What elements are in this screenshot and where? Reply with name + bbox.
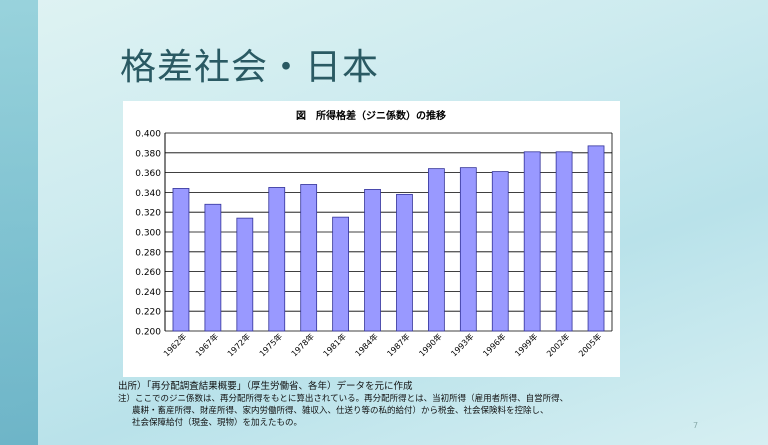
bar bbox=[459, 167, 477, 332]
y-tick-label: 0.400 bbox=[135, 130, 161, 140]
x-tick-label: 1981年 bbox=[321, 331, 348, 358]
bar bbox=[172, 188, 190, 332]
bar bbox=[204, 203, 222, 332]
x-tick-label: 1972年 bbox=[225, 331, 252, 358]
note-line-1: 注）ここでのジニ係数は、再分配所得をもとに算出されている。再分配所得とは、当初所… bbox=[118, 394, 569, 404]
page-number: 7 bbox=[693, 421, 699, 430]
y-tick-label: 0.200 bbox=[135, 328, 161, 338]
x-tick-label: 1996年 bbox=[481, 331, 508, 358]
x-tick-label: 1984年 bbox=[353, 331, 380, 358]
y-tick-label: 0.220 bbox=[135, 308, 161, 318]
x-tick-label: 1967年 bbox=[193, 331, 220, 358]
bar bbox=[300, 184, 318, 332]
bar bbox=[236, 217, 254, 332]
bar bbox=[332, 216, 349, 332]
x-tick-label: 1993年 bbox=[449, 331, 476, 358]
y-tick-label: 0.260 bbox=[135, 268, 161, 278]
y-tick-label: 0.240 bbox=[135, 288, 161, 298]
x-tick-label: 1987年 bbox=[385, 331, 412, 358]
gini-bar-chart: 図 所得格差（ジニ係数）の推移 0.200 0.220 0.240 0.260 0.28… bbox=[135, 109, 613, 358]
x-tick-label: 1999年 bbox=[512, 331, 539, 358]
notes-block: 出所）「再分配調査結果概要」（厚生労働省、各年）データを元に作成 注）ここでのジ… bbox=[118, 381, 718, 429]
note-line-2: 農耕・畜産所得、財産所得、家内労働所得、雑収入、仕送り等の私的給付）から税金、社… bbox=[132, 406, 549, 416]
bar bbox=[491, 171, 509, 332]
x-tick-label: 1962年 bbox=[161, 331, 188, 358]
y-tick-label: 0.280 bbox=[135, 248, 161, 258]
y-tick-label: 0.320 bbox=[135, 209, 161, 219]
x-tick-label: 2005年 bbox=[576, 331, 603, 358]
y-tick-label: 0.380 bbox=[135, 149, 161, 159]
bar bbox=[523, 151, 541, 332]
x-axis: 1962年 1967年 1972年 1975年 1978年 1981年 1984年 1987年… bbox=[161, 331, 603, 358]
bar bbox=[268, 187, 286, 332]
source-note: 出所）「再分配調査結果概要」（厚生労働省、各年）データを元に作成 bbox=[118, 381, 413, 392]
bar bbox=[396, 193, 413, 332]
x-tick-label: 1978年 bbox=[289, 331, 316, 358]
chart-container: 図 所得格差（ジニ係数）の推移 0.200 0.220 0.240 0.260 0.28… bbox=[123, 101, 620, 377]
bars bbox=[172, 145, 605, 332]
bar bbox=[428, 168, 445, 332]
gridlines bbox=[165, 132, 612, 332]
y-axis: 0.200 0.220 0.240 0.260 0.280 0.300 0.320 0.340… bbox=[135, 130, 613, 338]
bar bbox=[555, 151, 573, 332]
x-tick-label: 1975年 bbox=[257, 331, 284, 358]
chart-title: 図 所得格差（ジニ係数）の推移 bbox=[296, 109, 446, 122]
bar bbox=[364, 189, 381, 332]
note-line-3: 社会保障給付（現金、現物）を加えたもの。 bbox=[132, 418, 303, 428]
y-tick-label: 0.300 bbox=[135, 229, 161, 239]
bar bbox=[587, 145, 605, 332]
y-tick-label: 0.340 bbox=[135, 189, 161, 199]
slide-title: 格差社会・日本 bbox=[120, 47, 380, 88]
x-tick-label: 1990年 bbox=[417, 331, 444, 358]
x-tick-label: 2002年 bbox=[544, 331, 571, 358]
left-decorative-band bbox=[0, 0, 38, 445]
y-tick-label: 0.360 bbox=[135, 169, 161, 179]
